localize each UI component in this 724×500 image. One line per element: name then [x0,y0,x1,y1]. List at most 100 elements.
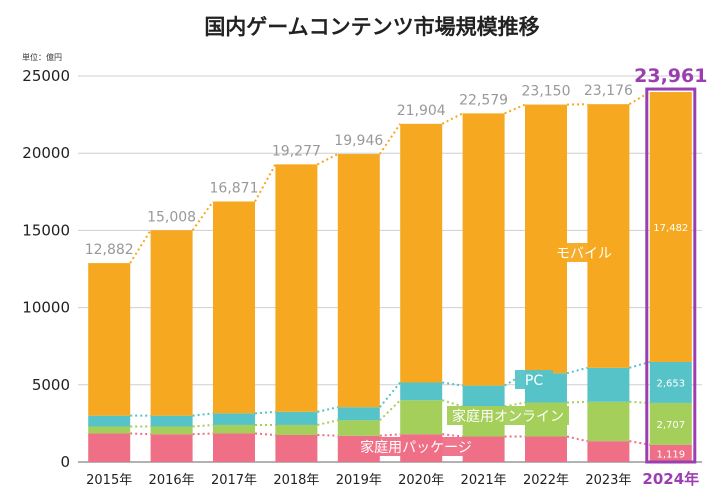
x-tick-label: 2022年 [523,473,569,488]
connector-line [629,440,650,446]
connector-line [629,361,651,369]
x-tick-label: 2019年 [336,473,382,488]
series-label: PC [525,373,543,389]
connector-line [191,200,214,231]
connector-line [566,400,588,404]
total-label: 23,961 [634,65,707,87]
bar-segment [88,426,131,434]
connector-line [629,400,650,404]
total-label: 12,882 [85,242,134,258]
bar-segment [649,402,692,445]
total-label: 15,008 [147,209,196,225]
bar-segment [337,420,380,436]
connector-lines [129,91,651,446]
highlight-box [645,87,697,464]
bar-segment [649,92,692,362]
bar-segment [462,113,505,386]
bar-segment [649,444,692,462]
bar-segment [400,123,443,383]
unit-label: 単位：億円 [22,52,62,62]
total-label: 23,176 [584,83,633,99]
segment-value-label: 17,482 [653,223,688,234]
connector-line [317,433,338,437]
bar-segment [213,424,255,434]
x-tick-label: 2024年 [642,470,699,488]
bar-segment [587,367,630,402]
bar-segment [213,413,255,425]
connector-line [316,153,339,166]
bar-segment [525,104,567,374]
y-tick-label: 10000 [22,299,70,317]
series-label: モバイル [556,246,612,262]
y-axis: 0 5000 10000 15000 20000 25000 [22,67,70,471]
connector-line [504,103,526,115]
x-tick-label: 2021年 [461,473,507,488]
bar-segment [649,361,692,403]
connector-line [192,423,214,428]
bar-segment [462,385,505,407]
connector-line [192,432,214,436]
bars [88,92,692,462]
series-label-box [551,243,617,262]
y-tick-label: 0 [60,453,70,471]
segment-value-label: 2,653 [656,378,685,389]
bar-segment [587,441,630,462]
connector-line [628,91,651,106]
x-tick-label: 2017年 [211,473,257,488]
y-tick-label: 5000 [32,376,70,394]
total-label: 22,579 [459,92,508,108]
bar-segment [213,433,255,462]
bar-segment [88,263,131,416]
x-tick-label: 2018年 [273,473,319,488]
bar-segment [88,415,131,427]
connector-line [566,366,588,375]
bar-segment [400,382,443,401]
bar-segment [150,230,193,416]
segment-value-label: 2,707 [656,420,685,431]
total-label: 16,871 [210,181,259,197]
bar-segment [587,104,630,368]
series-label: 家庭用オンライン [452,408,564,425]
total-label: 23,150 [522,84,571,100]
bar-segment [213,201,255,414]
bar-segment [88,433,131,462]
bar-segment [275,411,318,425]
bar-segment [337,407,380,421]
connector-line [317,406,339,413]
connector-line [130,432,151,436]
bar-segment [150,426,193,435]
connector-line [441,112,464,125]
y-tick-label: 25000 [22,67,70,85]
bar-segment [275,434,318,462]
connector-line [442,433,463,438]
total-label: 19,277 [272,143,321,159]
x-tick-label: 2015年 [86,473,132,488]
y-tick-label: 15000 [22,221,70,239]
total-label: 19,946 [334,133,383,149]
chart-title: 国内ゲームコンテンツ市場規模推移 [204,15,539,39]
connector-line [379,399,401,422]
bar-segment [337,154,380,408]
bar-segment [400,400,443,435]
connector-line [254,432,276,436]
connector-line [192,412,214,417]
connector-line [254,163,277,202]
x-tick-label: 2016年 [149,473,195,488]
x-tick-label: 2020年 [398,473,444,488]
connector-line [317,419,339,426]
series-label-box [355,437,477,456]
total-label: 21,904 [397,103,446,119]
connector-line [504,401,526,408]
series-label: 家庭用パッケージ [360,439,472,456]
connector-line [379,433,401,437]
bar-segment [150,434,193,462]
bar-segment [275,164,318,412]
connector-line [442,381,463,387]
x-axis: 2015年 2016年 2017年 2018年 2019年 2020年 2021年 2022年… [86,470,699,488]
connector-line [254,410,276,415]
bar-segment [275,424,318,435]
connector-line [504,372,526,387]
y-tick-label: 20000 [22,144,70,162]
connector-line [566,435,588,443]
